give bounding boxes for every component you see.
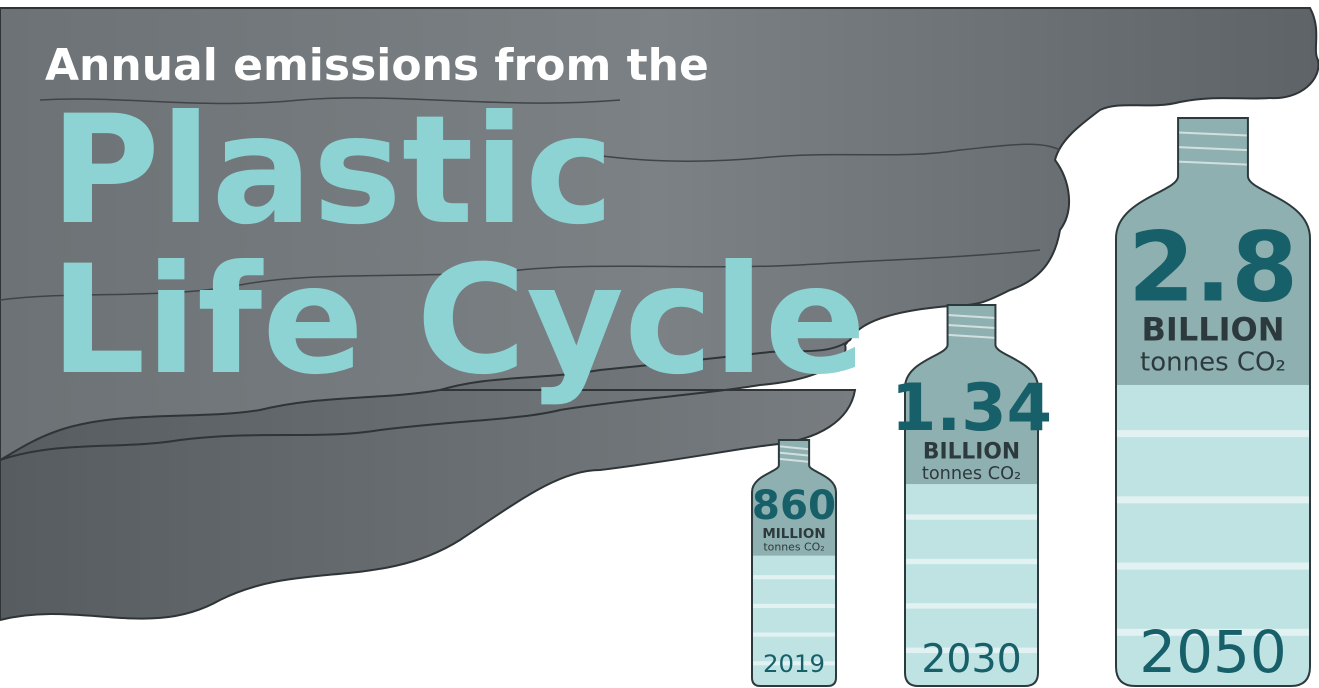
bottle-band — [752, 604, 836, 608]
bottle-band — [752, 633, 836, 637]
bottle-band — [905, 559, 1038, 564]
bottle-band — [1116, 563, 1310, 570]
title-line3: Life Cycle — [50, 234, 866, 408]
year: 2030 — [921, 636, 1021, 682]
year: 2050 — [1139, 618, 1287, 686]
infographic: Annual emissions from the Plastic Life C… — [0, 0, 1319, 688]
unit: tonnes CO₂ — [1140, 347, 1286, 377]
amount: 2.8 — [1128, 211, 1298, 323]
amount: 1.34 — [891, 370, 1052, 446]
unit: tonnes CO₂ — [922, 464, 1021, 484]
page: Annual emissions from the Plastic Life C… — [0, 0, 1319, 688]
scale: BILLION — [1142, 310, 1285, 348]
amount: 860 — [752, 482, 836, 529]
unit: tonnes CO₂ — [763, 541, 824, 554]
bottle-band — [1116, 430, 1310, 437]
title-line2: Plastic — [50, 84, 614, 258]
bottle-band — [752, 575, 836, 579]
bottle-band — [905, 514, 1038, 519]
bottle-band — [905, 603, 1038, 608]
bottle-band — [1116, 496, 1310, 503]
scale: BILLION — [923, 440, 1020, 465]
year: 2019 — [763, 649, 825, 678]
